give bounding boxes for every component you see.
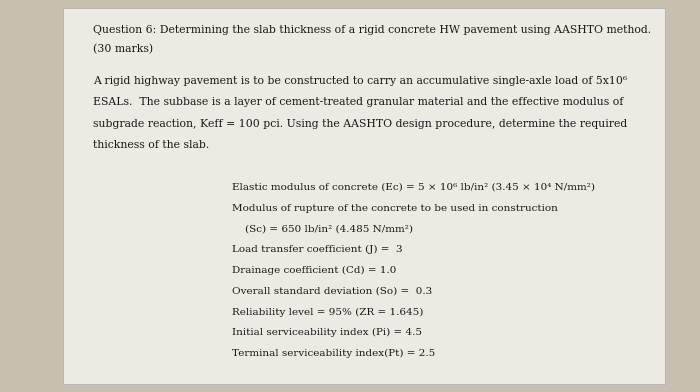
Text: subgrade reaction, Keff = 100 pci. Using the AASHTO design procedure, determine : subgrade reaction, Keff = 100 pci. Using… — [93, 119, 627, 129]
FancyBboxPatch shape — [63, 8, 665, 384]
Text: thickness of the slab.: thickness of the slab. — [93, 140, 209, 150]
Text: Terminal serviceability index(Pt) = 2.5: Terminal serviceability index(Pt) = 2.5 — [232, 349, 435, 358]
Text: Modulus of rupture of the concrete to be used in construction: Modulus of rupture of the concrete to be… — [232, 203, 557, 212]
Text: Question 6: Determining the slab thickness of a rigid concrete HW pavement using: Question 6: Determining the slab thickne… — [93, 25, 651, 35]
Text: A rigid highway pavement is to be constructed to carry an accumulative single-ax: A rigid highway pavement is to be constr… — [93, 76, 627, 85]
Text: (Sc) = 650 lb/in² (4.485 N/mm²): (Sc) = 650 lb/in² (4.485 N/mm²) — [232, 224, 412, 233]
Text: Initial serviceability index (Pi) = 4.5: Initial serviceability index (Pi) = 4.5 — [232, 328, 421, 338]
Text: Drainage coefficient (Cd) = 1.0: Drainage coefficient (Cd) = 1.0 — [232, 266, 396, 275]
Text: ESALs.  The subbase is a layer of cement-treated granular material and the effec: ESALs. The subbase is a layer of cement-… — [93, 97, 624, 107]
Text: Reliability level = 95% (ZR = 1.645): Reliability level = 95% (ZR = 1.645) — [232, 307, 423, 317]
Text: Load transfer coefficient (J) =  3: Load transfer coefficient (J) = 3 — [232, 245, 402, 254]
Text: (30 marks): (30 marks) — [93, 44, 153, 54]
Text: Overall standard deviation (So) =  0.3: Overall standard deviation (So) = 0.3 — [232, 287, 432, 296]
Text: Elastic modulus of concrete (Ec) = 5 × 10⁶ lb/in² (3.45 × 10⁴ N/mm²): Elastic modulus of concrete (Ec) = 5 × 1… — [232, 183, 594, 192]
